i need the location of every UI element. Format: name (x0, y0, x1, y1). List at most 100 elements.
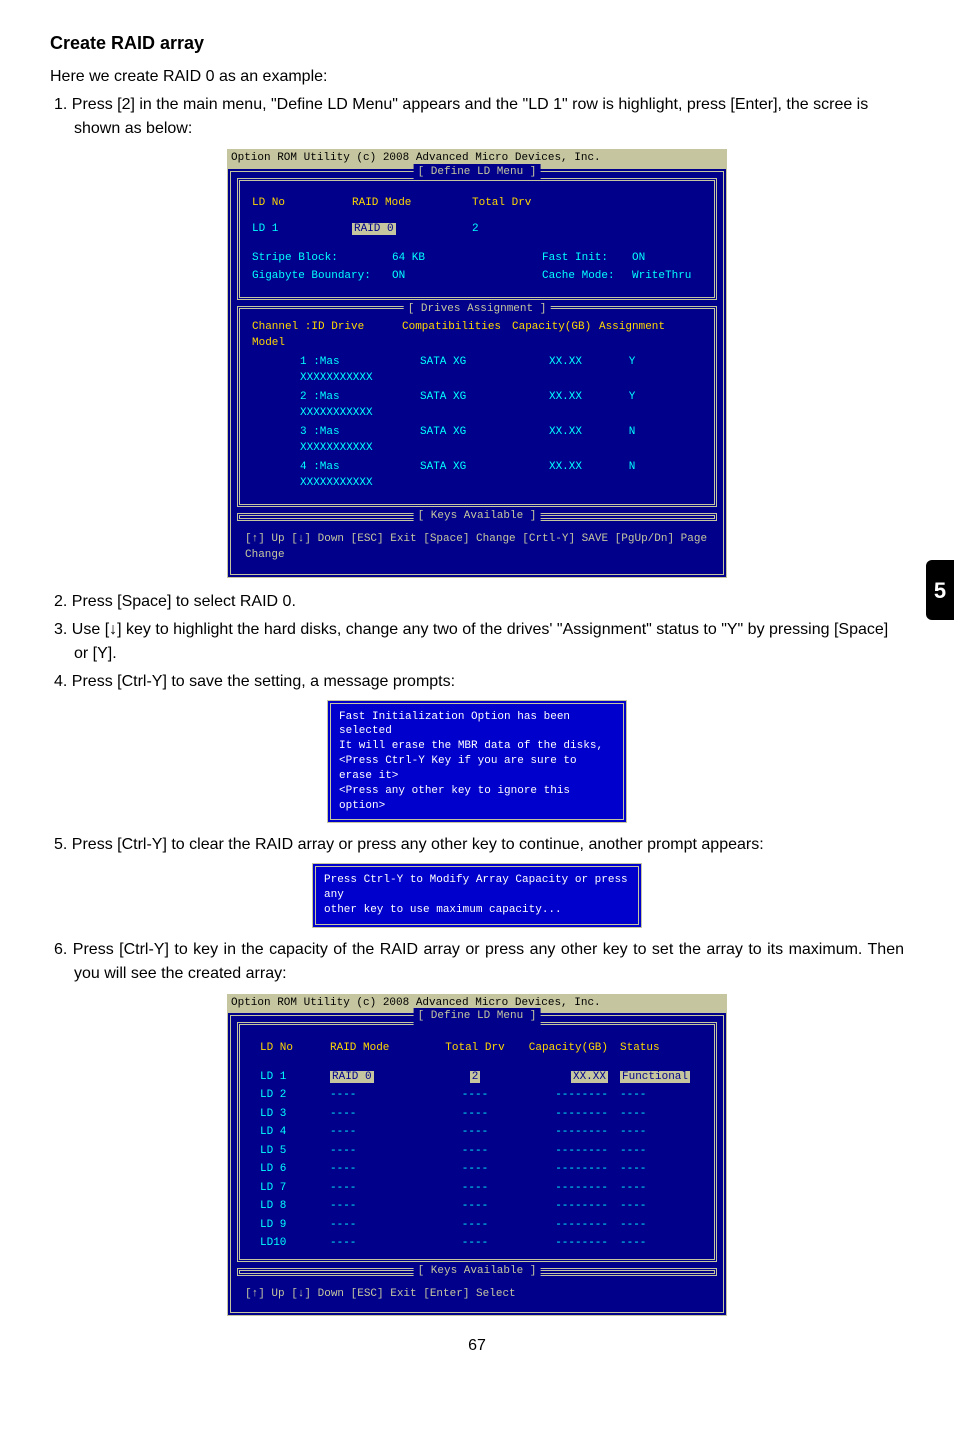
ld-row[interactable]: LD 4-------------------- (260, 1123, 702, 1142)
total-drv-value: 2 (472, 221, 479, 238)
drive-assignment[interactable]: N (592, 424, 672, 457)
gig-boundary-label: Gigabyte Boundary: (252, 268, 392, 285)
prompt-line: <Press any other key to ignore this opti… (339, 784, 615, 814)
ld-row[interactable]: LD 6-------------------- (260, 1160, 702, 1179)
cache-mode-value: WriteThru (632, 268, 691, 285)
keys-available-text: [↑] Up [↓] Down [ESC] Exit [Space] Chang… (237, 527, 717, 568)
ld-number: LD10 (260, 1235, 330, 1252)
bios-frame-label: [ Define LD Menu ] (414, 1008, 541, 1025)
cache-mode-label: Cache Mode: (542, 268, 632, 285)
gig-boundary-value: ON (392, 268, 542, 285)
ld-cap: -------- (520, 1180, 620, 1197)
drive-compat: SATA XG (402, 389, 512, 422)
bios-screen-define-ld: Option ROM Utility (c) 2008 Advanced Mic… (227, 149, 727, 578)
dh-channel: Channel :ID Drive Model (252, 319, 402, 352)
th-totaldrv: Total Drv (430, 1040, 520, 1057)
ld-cap: -------- (520, 1106, 620, 1123)
th-raidmode: RAID Mode (352, 195, 472, 212)
ld-cap: -------- (520, 1161, 620, 1178)
drive-assignment[interactable]: Y (592, 389, 672, 422)
ld-cap: -------- (520, 1235, 620, 1252)
ld-row[interactable]: LD10-------------------- (260, 1234, 702, 1253)
prompt-fast-init: Fast Initialization Option has been sele… (327, 700, 627, 824)
ld-drv: ---- (430, 1143, 520, 1160)
prompt-line: <Press Ctrl-Y Key if you are sure to era… (339, 754, 615, 784)
ld-number: LD 3 (260, 1106, 330, 1123)
ld-status: ---- (620, 1087, 700, 1104)
ld-mode: RAID 0 (330, 1069, 430, 1086)
stripe-block-label: Stripe Block: (252, 250, 392, 267)
drive-row[interactable]: 4 :Mas XXXXXXXXXXXSATA XGXX.XXN (252, 459, 702, 492)
ld-cap: -------- (520, 1143, 620, 1160)
drive-compat: SATA XG (402, 354, 512, 387)
ld-number: LD 1 (260, 1069, 330, 1086)
prompt-line: Press Ctrl-Y to Modify Array Capacity or… (324, 873, 630, 903)
th-raidmode: RAID Mode (330, 1040, 430, 1057)
ld-row[interactable]: LD 9-------------------- (260, 1216, 702, 1235)
ld-drv: 2 (430, 1069, 520, 1086)
drive-channel: 4 :Mas XXXXXXXXXXX (252, 459, 402, 492)
step-4: 4. Press [Ctrl-Y] to save the setting, a… (50, 670, 904, 694)
ld-number: LD 5 (260, 1143, 330, 1160)
chapter-tab: 5 (926, 560, 954, 620)
prompt-modify-capacity: Press Ctrl-Y to Modify Array Capacity or… (312, 863, 642, 928)
ld-status: ---- (620, 1161, 700, 1178)
ld-drv: ---- (430, 1235, 520, 1252)
ld-cap: XX.XX (520, 1069, 620, 1086)
ld-number: LD 8 (260, 1198, 330, 1215)
ld-number: LD 1 (252, 221, 352, 238)
drive-row[interactable]: 3 :Mas XXXXXXXXXXXSATA XGXX.XXN (252, 424, 702, 457)
th-ldno: LD No (252, 195, 352, 212)
ld-drv: ---- (430, 1106, 520, 1123)
ld-row[interactable]: LD 7-------------------- (260, 1179, 702, 1198)
step-5: 5. Press [Ctrl-Y] to clear the RAID arra… (50, 833, 904, 857)
keys-available-label: [ Keys Available ] (414, 508, 541, 525)
bios-screen-ld-list: Option ROM Utility (c) 2008 Advanced Mic… (227, 994, 727, 1317)
drive-capacity: XX.XX (512, 459, 592, 492)
drive-row[interactable]: 2 :Mas XXXXXXXXXXXSATA XGXX.XXY (252, 389, 702, 422)
ld-number: LD 6 (260, 1161, 330, 1178)
intro-text: Here we create RAID 0 as an example: (50, 65, 904, 89)
keys-available-label: [ Keys Available ] (414, 1263, 541, 1280)
ld-mode: ---- (330, 1235, 430, 1252)
ld-mode: ---- (330, 1143, 430, 1160)
ld-status: ---- (620, 1217, 700, 1234)
drive-capacity: XX.XX (512, 389, 592, 422)
ld-status: ---- (620, 1180, 700, 1197)
ld-row[interactable]: LD 2-------------------- (260, 1086, 702, 1105)
prompt-line: Fast Initialization Option has been sele… (339, 710, 615, 740)
ld-number: LD 7 (260, 1180, 330, 1197)
prompt-line: other key to use maximum capacity... (324, 903, 630, 918)
raid-mode-value[interactable]: RAID 0 (352, 223, 396, 235)
ld-drv: ---- (430, 1124, 520, 1141)
ld-row[interactable]: LD 5-------------------- (260, 1142, 702, 1161)
ld-mode: ---- (330, 1087, 430, 1104)
prompt-line: It will erase the MBR data of the disks, (339, 739, 615, 754)
drive-compat: SATA XG (402, 424, 512, 457)
ld-number: LD 9 (260, 1217, 330, 1234)
ld-status: ---- (620, 1198, 700, 1215)
ld-mode: ---- (330, 1106, 430, 1123)
step-6: 6. Press [Ctrl-Y] to key in the capacity… (50, 938, 904, 986)
ld-row[interactable]: LD 8-------------------- (260, 1197, 702, 1216)
page-number: 67 (50, 1334, 904, 1358)
ld-mode: ---- (330, 1217, 430, 1234)
ld-row[interactable]: LD 1RAID 02XX.XXFunctional (260, 1068, 702, 1087)
section-heading: Create RAID array (50, 30, 904, 57)
drive-assignment[interactable]: N (592, 459, 672, 492)
ld-cap: -------- (520, 1198, 620, 1215)
ld-status: Functional (620, 1069, 700, 1086)
drive-assignment[interactable]: Y (592, 354, 672, 387)
step-1: 1. Press [2] in the main menu, "Define L… (50, 93, 904, 141)
ld-drv: ---- (430, 1217, 520, 1234)
drive-capacity: XX.XX (512, 424, 592, 457)
ld-row[interactable]: LD 3-------------------- (260, 1105, 702, 1124)
ld-number: LD 4 (260, 1124, 330, 1141)
th-capacity: Capacity(GB) (520, 1040, 620, 1057)
ld-cap: -------- (520, 1124, 620, 1141)
ld-drv: ---- (430, 1087, 520, 1104)
ld-number: LD 2 (260, 1087, 330, 1104)
drive-row[interactable]: 1 :Mas XXXXXXXXXXXSATA XGXX.XXY (252, 354, 702, 387)
dh-assignment: Assignment (592, 319, 672, 352)
bios-frame-label: [ Define LD Menu ] (414, 164, 541, 181)
